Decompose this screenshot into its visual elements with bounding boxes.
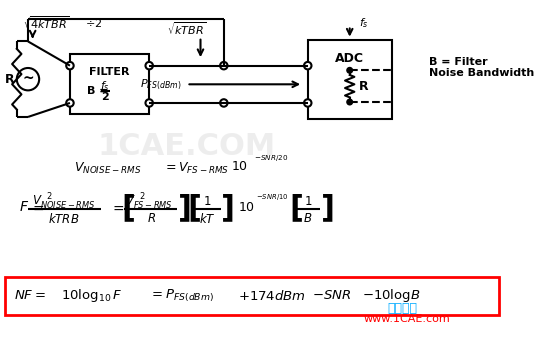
Circle shape [146, 99, 153, 107]
Text: $kTRB$: $kTRB$ [48, 212, 79, 226]
Text: $f_s$: $f_s$ [101, 79, 110, 93]
Text: $\div 2$: $\div 2$ [85, 17, 102, 29]
Circle shape [220, 99, 228, 107]
Circle shape [66, 99, 74, 107]
Text: $10$: $10$ [231, 160, 248, 173]
Text: $=$: $=$ [110, 200, 125, 214]
Bar [70, 54, 149, 114]
Circle shape [146, 62, 153, 69]
Text: $= V_{FS-RMS}$: $= V_{FS-RMS}$ [163, 161, 229, 176]
Text: ~: ~ [22, 72, 34, 86]
Text: B = Filter
Noise Bandwidth: B = Filter Noise Bandwidth [429, 57, 534, 78]
Text: $1$: $1$ [203, 195, 211, 208]
Text: $= P_{FS(dBm)}$: $= P_{FS(dBm)}$ [149, 288, 214, 304]
Text: $+ 174dBm$: $+ 174dBm$ [238, 289, 306, 303]
Text: $1$: $1$ [304, 195, 312, 208]
Text: $^{-SNR/20}$: $^{-SNR/20}$ [254, 155, 288, 165]
Text: $\sqrt{kTBR}$: $\sqrt{kTBR}$ [167, 20, 206, 37]
Text: $=$: $=$ [30, 200, 45, 214]
Text: $- 10 \log$: $- 10 \log$ [362, 287, 411, 305]
Text: $\sqrt{4kTBR}$: $\sqrt{4kTBR}$ [24, 14, 70, 31]
Text: www.1CAE.com: www.1CAE.com [364, 314, 450, 324]
Text: $V_{NOISE-RMS}$: $V_{NOISE-RMS}$ [74, 161, 141, 176]
Text: $- SNR$: $- SNR$ [312, 289, 352, 303]
Text: ]: ] [221, 193, 235, 222]
Text: FILTER: FILTER [89, 67, 130, 77]
Text: ADC: ADC [335, 52, 364, 65]
Circle shape [304, 62, 311, 69]
Circle shape [347, 99, 352, 105]
Text: ]: ] [321, 193, 335, 222]
Text: [: [ [121, 193, 135, 222]
Text: $^{-SNR/10}$: $^{-SNR/10}$ [257, 194, 289, 204]
Text: $V_{NOISE-RMS}^{\ \ 2}$: $V_{NOISE-RMS}^{\ \ 2}$ [32, 192, 95, 212]
Text: $V_{FS-RMS}^{\ \ 2}$: $V_{FS-RMS}^{\ \ 2}$ [125, 192, 173, 212]
Text: $kT$: $kT$ [199, 212, 216, 226]
Text: $P_{FS(dBm)}$: $P_{FS(dBm)}$ [141, 77, 182, 92]
Text: $10 \log_{10} F$: $10 \log_{10} F$ [61, 287, 122, 305]
Circle shape [347, 68, 352, 73]
Text: 2: 2 [102, 92, 109, 102]
Text: 1CAE.COM: 1CAE.COM [97, 132, 276, 161]
Circle shape [220, 62, 228, 69]
Text: $10$: $10$ [238, 201, 255, 214]
Text: $f_s$: $f_s$ [359, 16, 369, 29]
Text: [: [ [188, 193, 201, 222]
Text: R: R [4, 73, 14, 86]
Text: $NF=$: $NF=$ [14, 289, 46, 303]
Text: ]: ] [178, 193, 192, 222]
Text: [: [ [289, 193, 303, 222]
Text: $B$: $B$ [303, 212, 312, 225]
Circle shape [66, 62, 74, 69]
Text: R: R [359, 80, 369, 93]
Text: $B$: $B$ [410, 289, 421, 303]
Text: B =: B = [87, 86, 112, 96]
Bar [308, 39, 392, 119]
Text: $F$: $F$ [19, 200, 29, 214]
Circle shape [304, 99, 311, 107]
Bar [5, 277, 499, 315]
Text: $R$: $R$ [147, 212, 155, 225]
Text: 仿真在线: 仿真在线 [387, 301, 417, 315]
Circle shape [17, 68, 39, 90]
